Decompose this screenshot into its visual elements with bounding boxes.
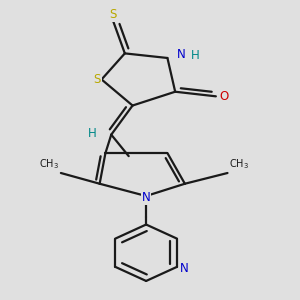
Text: N: N: [177, 48, 185, 62]
Text: S: S: [93, 73, 100, 86]
Text: N: N: [142, 191, 151, 204]
Text: H: H: [88, 127, 97, 140]
Text: CH$_3$: CH$_3$: [230, 158, 249, 172]
Text: H: H: [191, 49, 200, 62]
Text: S: S: [110, 8, 117, 21]
Text: O: O: [220, 90, 229, 103]
Text: CH$_3$: CH$_3$: [39, 158, 59, 172]
Text: N: N: [180, 262, 188, 275]
